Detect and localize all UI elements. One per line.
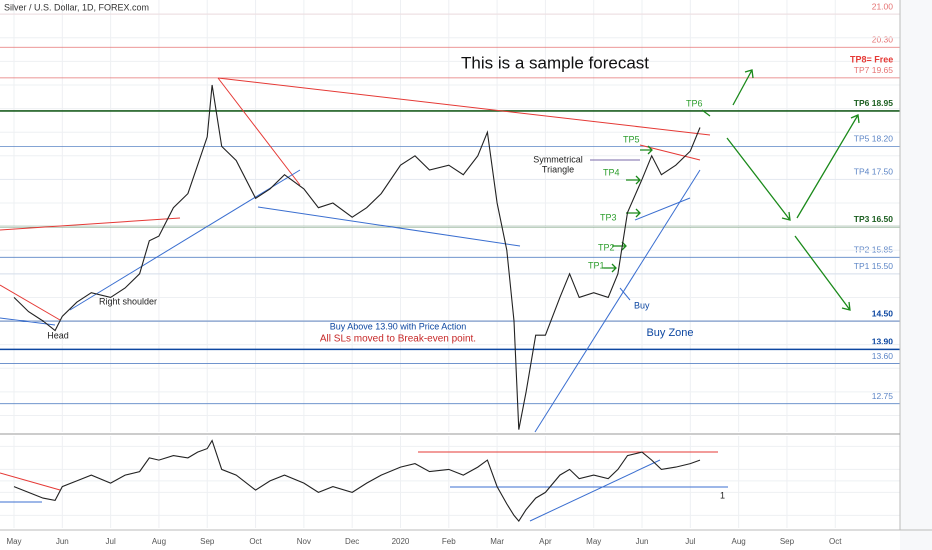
level-label: TP2 15.85 xyxy=(854,245,893,255)
trendline xyxy=(217,77,301,186)
series-line xyxy=(13,84,701,430)
x-tick-label: Jun xyxy=(636,537,649,546)
level-label: TP1 15.50 xyxy=(854,261,893,271)
annotation: TP5 xyxy=(623,134,640,144)
level-label: 12.75 xyxy=(872,391,894,401)
arrow xyxy=(732,69,754,106)
annotation: Right shoulder xyxy=(99,296,157,306)
annotation: Buy Zone xyxy=(646,327,693,339)
x-tick-label: Oct xyxy=(249,537,262,546)
level-label: TP4 17.50 xyxy=(854,167,893,177)
annotation: TP6 xyxy=(686,98,703,108)
x-tick-label: Nov xyxy=(297,537,311,546)
trendline xyxy=(0,284,61,321)
x-tick-label: Jul xyxy=(685,537,695,546)
arrow xyxy=(726,137,791,221)
trendline xyxy=(0,472,61,491)
x-tick-label: Feb xyxy=(442,537,456,546)
arrow xyxy=(602,109,711,273)
arrow xyxy=(794,235,851,311)
chart-title: This is a sample forecast xyxy=(461,53,649,72)
header: Silver / U.S. Dollar, 1D, FOREX.com xyxy=(4,2,149,12)
level-label: 14.50 xyxy=(872,308,894,318)
x-tick-label: May xyxy=(586,537,601,546)
x-tick-label: Jul xyxy=(106,537,116,546)
x-tick-label: 2020 xyxy=(392,537,410,546)
x-tick-label: Mar xyxy=(490,537,504,546)
annotation: Head xyxy=(47,330,69,340)
price-axis-bg xyxy=(900,0,932,550)
level-label: 20.30 xyxy=(872,34,894,44)
trendline xyxy=(534,169,701,433)
level-label: 13.60 xyxy=(872,351,894,361)
x-tick-label: Aug xyxy=(152,537,166,546)
annotation: TP2 xyxy=(598,242,615,252)
trendline xyxy=(257,206,521,247)
x-tick-label: Sep xyxy=(200,537,215,546)
arrow xyxy=(796,114,860,219)
x-tick-label: Aug xyxy=(732,537,746,546)
trendline xyxy=(69,169,301,311)
level-label: TP5 18.20 xyxy=(854,134,893,144)
annotation: TP1 xyxy=(588,260,605,270)
x-tick-label: Apr xyxy=(539,537,552,546)
level-label: TP6 18.95 xyxy=(854,98,893,108)
annotation: TP4 xyxy=(603,167,620,177)
annotation: 1 xyxy=(720,490,725,500)
annotation: Triangle xyxy=(542,164,574,174)
series-line xyxy=(13,439,701,523)
x-tick-label: May xyxy=(6,537,21,546)
annotation: Symmetrical xyxy=(533,154,583,164)
trendline xyxy=(0,217,181,231)
annotation: TP8= Free xyxy=(850,54,893,64)
x-tick-label: Jun xyxy=(56,537,69,546)
trendline xyxy=(529,459,661,522)
drawings xyxy=(0,69,860,522)
x-tick-label: Oct xyxy=(829,537,842,546)
x-tick-label: Sep xyxy=(780,537,795,546)
annotation: TP3 xyxy=(600,212,617,222)
annotation: All SLs moved to Break-even point. xyxy=(320,334,476,345)
level-label: TP7 19.65 xyxy=(854,65,893,75)
annotation: Buy xyxy=(634,300,650,310)
trendline xyxy=(634,197,691,221)
level-label: TP3 16.50 xyxy=(854,214,893,224)
level-label: 13.90 xyxy=(872,337,894,347)
x-tick-label: Dec xyxy=(345,537,359,546)
level-label: 21.00 xyxy=(872,1,894,11)
annotation: Buy Above 13.90 with Price Action xyxy=(330,321,467,331)
arrow xyxy=(619,287,631,301)
trendline xyxy=(217,77,711,136)
